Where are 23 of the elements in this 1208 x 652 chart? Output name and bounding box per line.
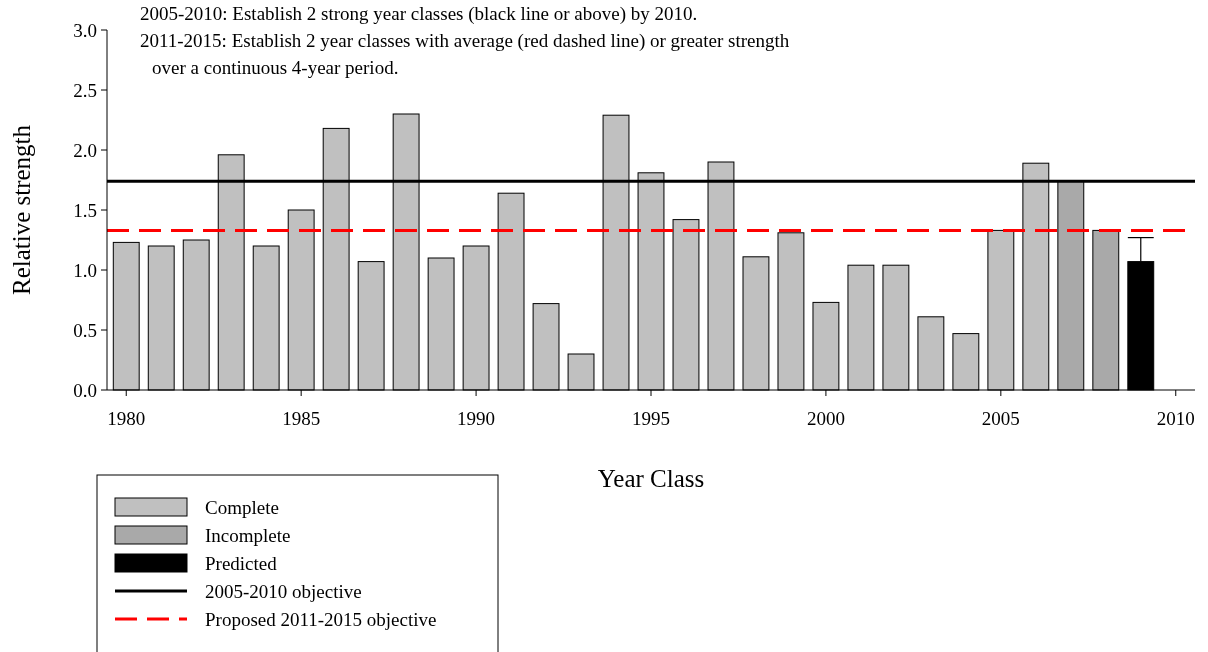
- y-tick-label: 1.0: [73, 259, 97, 281]
- y-tick-label: 0.0: [73, 379, 97, 401]
- x-tick-label: 2000: [806, 408, 845, 429]
- legend-label: 2005-2010 objective: [205, 580, 362, 602]
- x-tick-label: 2010: [1156, 408, 1195, 429]
- y-tick-label: 0.5: [73, 319, 97, 341]
- x-tick-label: 1995: [632, 408, 670, 429]
- legend-label: Predicted: [205, 552, 278, 574]
- y-tick-label: 2.5: [73, 79, 97, 101]
- x-tick-label: 1980: [107, 408, 146, 429]
- y-tick-label: 1.5: [73, 199, 97, 221]
- x-tick-label: 1990: [457, 408, 496, 429]
- x-axis-title: Year Class: [597, 465, 705, 492]
- y-axis-title: Relative strength: [8, 124, 35, 296]
- x-tick-label: 2005: [981, 408, 1020, 429]
- y-tick-label: 2.0: [73, 139, 97, 161]
- legend-label: Proposed 2011-2015 objective: [205, 608, 437, 630]
- annotation: 2011-2015: Establish 2 year classes with average (red dashed line) or greater strength over a continuous 4-year period.: [140, 30, 790, 78]
- legend-label: Complete: [205, 496, 279, 518]
- legend-label: Incomplete: [205, 524, 291, 546]
- y-tick-label: 3.0: [73, 19, 97, 41]
- x-tick-label: 1985: [282, 408, 321, 429]
- text: 2005-2010: Establish 2 strong year classes (black line or above) by 2010.: [140, 3, 698, 25]
